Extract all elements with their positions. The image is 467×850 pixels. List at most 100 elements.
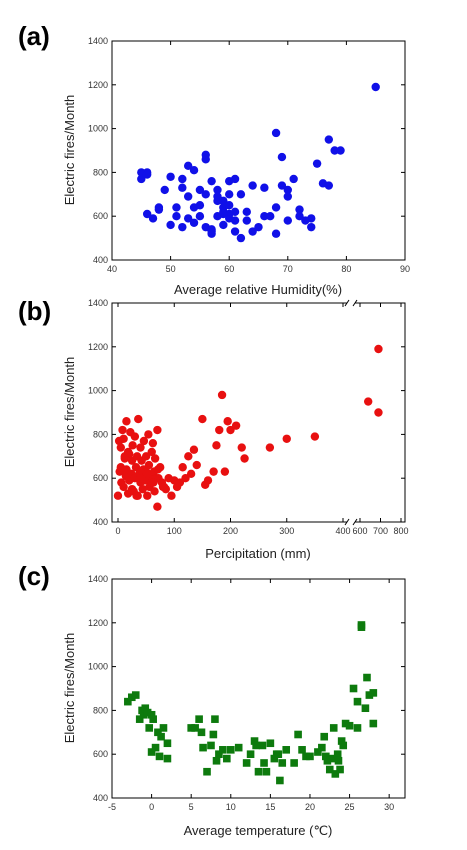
y-tick-label: 400 bbox=[93, 793, 108, 803]
data-point bbox=[119, 482, 128, 492]
data-point bbox=[166, 172, 175, 181]
data-point bbox=[209, 730, 218, 739]
data-point bbox=[329, 724, 338, 732]
data-point bbox=[136, 474, 146, 483]
data-point bbox=[183, 161, 193, 171]
data-point bbox=[324, 135, 334, 144]
data-point bbox=[184, 452, 193, 461]
data-point bbox=[295, 212, 304, 221]
data-point bbox=[183, 214, 193, 223]
data-point bbox=[195, 201, 205, 210]
data-point bbox=[282, 746, 291, 754]
data-point bbox=[374, 408, 383, 417]
y-axis-label-b: Electric fires/Month bbox=[62, 357, 77, 468]
data-point bbox=[322, 752, 330, 761]
data-point bbox=[277, 181, 287, 190]
data-point bbox=[219, 209, 228, 219]
data-point bbox=[215, 425, 224, 435]
panel-a: (a) 400 600 800 1000 1200 1400 40 50 60 70 80 90 Av… bbox=[18, 21, 410, 297]
data-point bbox=[141, 704, 150, 713]
data-point bbox=[139, 710, 148, 719]
data-point bbox=[353, 724, 362, 732]
data-point bbox=[153, 425, 162, 435]
data-point bbox=[276, 776, 284, 785]
axis-break-mark bbox=[344, 518, 350, 526]
data-point bbox=[242, 216, 251, 225]
panel-letter-b: (b) bbox=[18, 296, 51, 326]
data-point bbox=[207, 741, 215, 750]
data-point bbox=[189, 166, 199, 175]
data-point bbox=[294, 730, 302, 739]
data-point bbox=[157, 732, 165, 741]
data-point bbox=[163, 739, 172, 748]
data-point bbox=[159, 482, 169, 492]
data-point bbox=[154, 205, 164, 214]
data-point bbox=[178, 463, 187, 472]
y-tick-label: 1400 bbox=[88, 574, 108, 584]
x-tick-label: 60 bbox=[224, 264, 234, 274]
data-point bbox=[312, 159, 322, 168]
data-point bbox=[143, 469, 152, 479]
data-point bbox=[215, 750, 223, 758]
data-point bbox=[260, 212, 269, 221]
data-point bbox=[339, 741, 348, 750]
data-point bbox=[277, 152, 287, 162]
y-tick-label: 1000 bbox=[88, 386, 108, 396]
data-point bbox=[374, 344, 383, 354]
data-point bbox=[118, 425, 127, 435]
data-point bbox=[189, 445, 199, 454]
plot-frame-b bbox=[111, 302, 406, 523]
data-point bbox=[149, 478, 158, 487]
data-point bbox=[186, 469, 196, 479]
data-point bbox=[167, 491, 176, 500]
data-point bbox=[122, 417, 131, 426]
data-point bbox=[212, 441, 221, 450]
data-point bbox=[295, 205, 304, 214]
data-point bbox=[223, 417, 232, 426]
data-point bbox=[331, 770, 340, 778]
y-tick-label: 1000 bbox=[88, 124, 108, 134]
data-point bbox=[328, 754, 336, 763]
data-point bbox=[336, 765, 344, 774]
panel-letter-a: (a) bbox=[18, 21, 50, 51]
data-point bbox=[153, 465, 163, 474]
axis-break-gap bbox=[347, 519, 355, 525]
data-point bbox=[318, 743, 326, 752]
data-point bbox=[151, 743, 160, 752]
data-point bbox=[363, 673, 371, 682]
x-tick-label: 20 bbox=[305, 802, 315, 812]
data-point bbox=[127, 693, 136, 702]
data-point bbox=[349, 684, 358, 693]
y-tick-label: 600 bbox=[93, 211, 108, 221]
data-point bbox=[160, 185, 169, 195]
data-point bbox=[345, 721, 354, 730]
data-point bbox=[230, 227, 240, 236]
data-point bbox=[187, 724, 195, 732]
y-tick-label: 600 bbox=[93, 749, 108, 759]
data-point bbox=[195, 715, 203, 723]
data-point bbox=[266, 212, 275, 221]
data-point bbox=[209, 467, 218, 476]
data-point bbox=[271, 229, 281, 238]
data-point bbox=[334, 756, 343, 765]
x-tick-label: 15 bbox=[265, 802, 275, 812]
data-point bbox=[213, 196, 222, 206]
data-point bbox=[307, 214, 316, 223]
data-point bbox=[226, 746, 235, 754]
data-point bbox=[337, 737, 346, 745]
y-axis-label-c: Electric fires/Month bbox=[62, 633, 77, 744]
data-point bbox=[147, 748, 156, 756]
data-point bbox=[195, 212, 205, 221]
data-point bbox=[134, 414, 143, 424]
data-point bbox=[282, 434, 291, 443]
data-point bbox=[265, 443, 275, 452]
plot-frame-a bbox=[111, 40, 406, 261]
data-point bbox=[123, 447, 133, 457]
data-point bbox=[369, 689, 378, 697]
data-point bbox=[116, 443, 126, 452]
data-point bbox=[271, 128, 281, 138]
x-tick-label: 300 bbox=[279, 526, 294, 536]
data-point bbox=[242, 759, 251, 767]
